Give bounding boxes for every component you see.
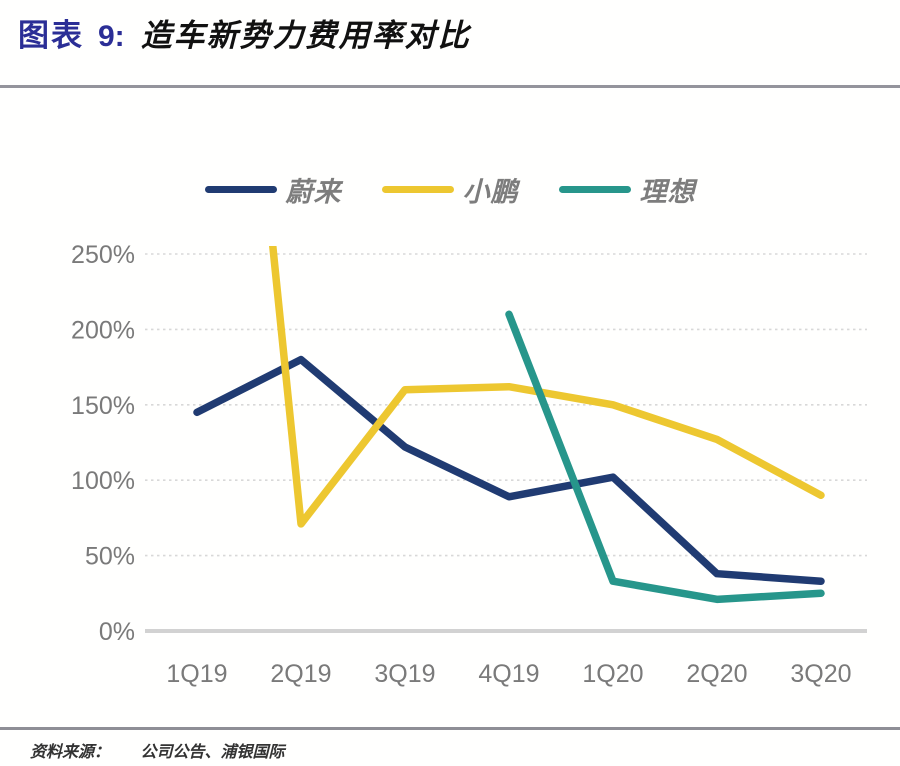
y-axis-tick-label: 0% (99, 618, 135, 646)
source-note: 资料来源： 公司公告、浦银国际 (30, 738, 284, 762)
chart-legend: 蔚来 小鹏 理想 (0, 170, 900, 209)
legend-item-li-auto: 理想 (558, 170, 696, 209)
figure-label: 图表 (18, 18, 84, 53)
series-group (193, 246, 825, 604)
x-axis-tick-label: 2Q19 (270, 660, 331, 688)
figure-number: 9: (98, 20, 125, 53)
header-divider (0, 85, 900, 88)
series-line-xpeng (269, 246, 825, 528)
x-axis-tick-label: 1Q19 (166, 660, 227, 688)
y-axis-tick-label: 200% (71, 316, 135, 344)
page-title: 造车新势力费用率对比 (140, 18, 471, 53)
footer-divider (0, 727, 900, 730)
line-chart: 0% 50% 100% 150% 200% 250% 1Q19 2Q19 3Q19 4Q19 1Q2… (71, 241, 867, 688)
x-axis-tick-label: 3Q20 (790, 660, 851, 688)
series-line-nio (193, 355, 825, 585)
source-label: 资料来源： (30, 744, 111, 761)
x-axis-tick-label: 4Q19 (478, 660, 539, 688)
series-line-li-auto (505, 310, 825, 604)
legend-line-swatch-xpeng (381, 186, 454, 193)
y-axis-tick-label: 100% (71, 467, 135, 495)
legend-line-swatch-li-auto (558, 186, 631, 193)
legend-label-nio: 蔚来 (285, 177, 342, 207)
x-axis-tick-label: 3Q19 (374, 660, 435, 688)
y-axis-tick-label: 150% (71, 392, 135, 420)
legend-line-swatch-nio (204, 186, 277, 193)
x-axis-tick-label: 2Q20 (686, 660, 747, 688)
figure-header: 图表 9: 造车新势力费用率对比 (18, 10, 471, 55)
y-axis-tick-label: 250% (71, 241, 135, 269)
legend-label-li-auto: 理想 (639, 177, 696, 207)
legend-item-nio: 蔚来 (204, 170, 342, 209)
legend-label-xpeng: 小鹏 (462, 177, 519, 207)
y-axis-tick-label: 50% (85, 543, 135, 571)
source-names: 公司公告、浦银国际 (140, 744, 285, 761)
x-axis-tick-label: 1Q20 (582, 660, 643, 688)
legend-item-xpeng: 小鹏 (381, 170, 519, 209)
